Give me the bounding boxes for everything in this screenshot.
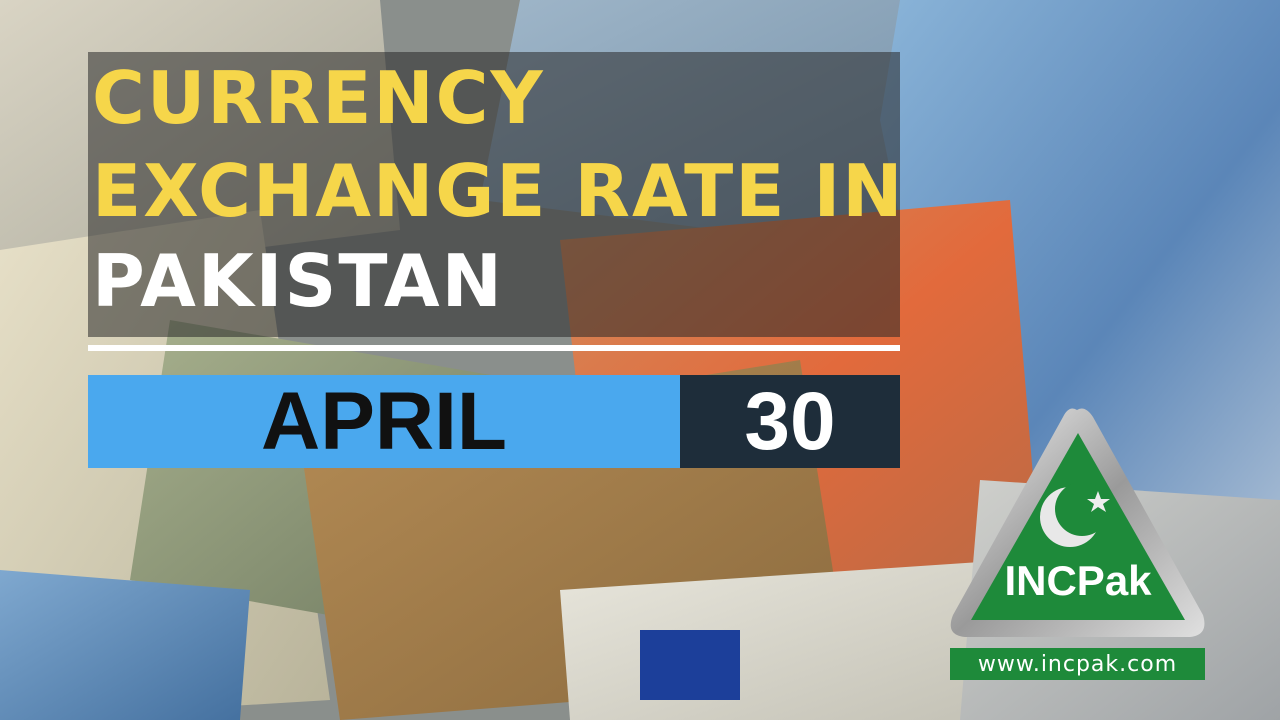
- day-banner: 30: [680, 375, 900, 468]
- website-url: www.incpak.com: [950, 648, 1205, 680]
- crescent-star-icon: [1040, 482, 1110, 547]
- title-line-3: PAKISTAN: [92, 239, 504, 323]
- day-label: 30: [744, 375, 836, 467]
- title-line-1: CURRENCY: [92, 56, 545, 140]
- title-panel: [88, 52, 900, 337]
- month-banner: APRIL: [88, 375, 680, 468]
- title-line-2: EXCHANGE RATE IN: [92, 149, 905, 233]
- divider: [88, 345, 900, 351]
- logo-wordmark: INCPak: [1004, 557, 1152, 604]
- month-label: APRIL: [261, 375, 507, 467]
- incpak-logo: INCPak: [950, 408, 1205, 637]
